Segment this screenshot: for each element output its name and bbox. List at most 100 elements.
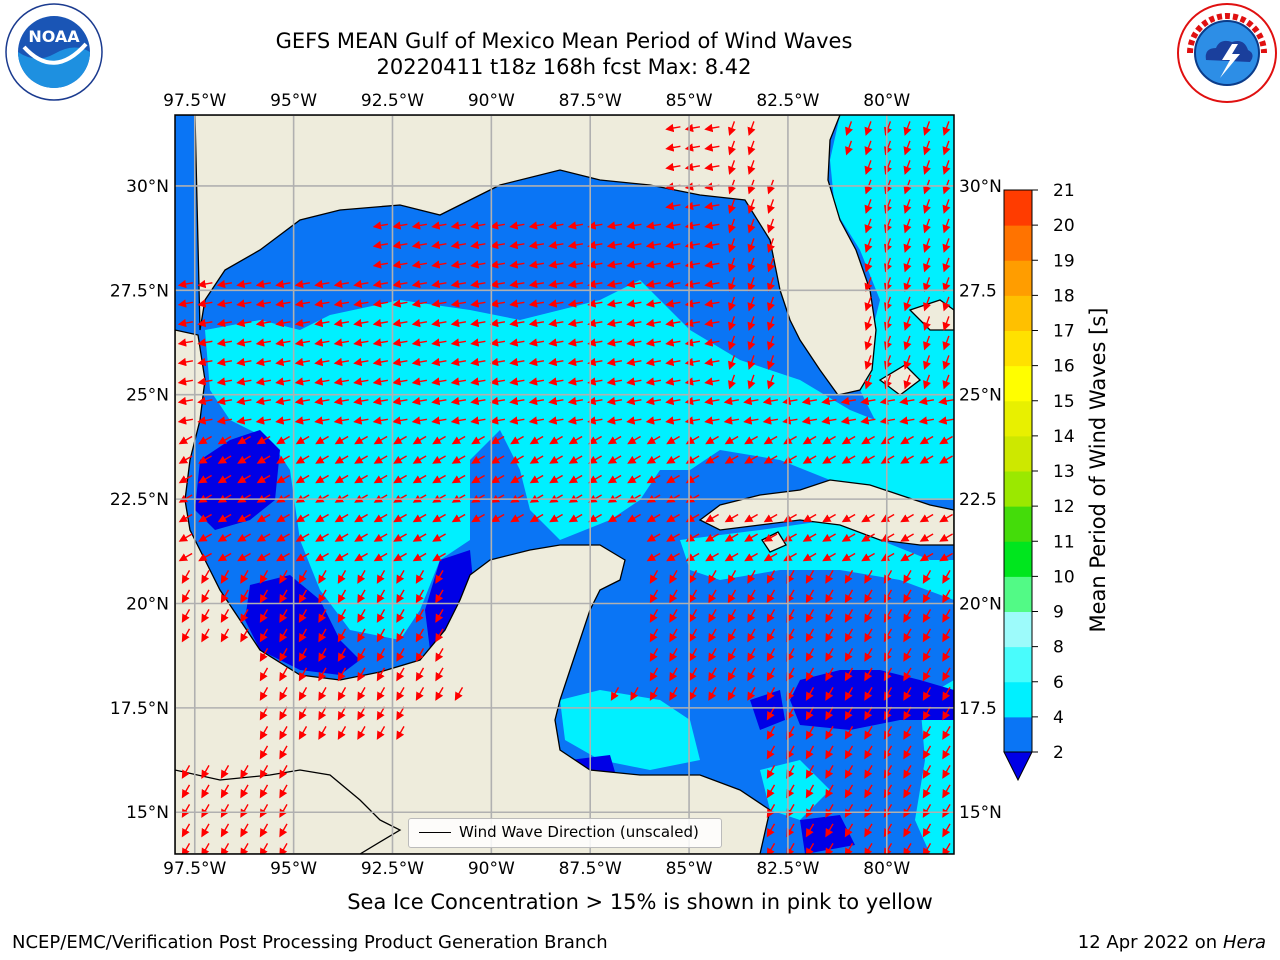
wave-arrow	[883, 628, 893, 643]
wave-arrow	[236, 416, 252, 425]
wave-arrow	[923, 238, 931, 253]
wave-arrow	[606, 416, 623, 425]
wave-arrow	[318, 628, 327, 643]
colorbar-segment	[1004, 435, 1032, 472]
wave-arrow	[450, 240, 467, 250]
wave-arrow	[626, 377, 642, 386]
wave-arrow	[864, 355, 873, 370]
wave-arrow	[942, 199, 951, 214]
wave-arrow	[294, 377, 311, 386]
wave-arrow	[333, 377, 350, 386]
wave-arrow	[903, 804, 912, 818]
wave-arrow	[864, 667, 873, 682]
lat-tick-label: 20°N	[126, 594, 169, 614]
wave-arrow	[259, 804, 269, 818]
wave-arrow	[841, 552, 856, 562]
wave-arrow	[880, 513, 895, 523]
wave-arrow	[822, 513, 836, 523]
wave-arrow	[766, 765, 776, 779]
wave-arrow	[412, 533, 427, 542]
wave-arrow	[669, 589, 678, 604]
wave-arrow	[728, 335, 736, 351]
wave-arrow	[490, 513, 505, 523]
wave-arrow	[805, 589, 815, 604]
wave-arrow	[767, 296, 775, 312]
wave-arrow	[236, 279, 252, 289]
wave-arrow	[435, 570, 444, 584]
wave-arrow	[864, 687, 873, 701]
wave-arrow	[825, 628, 834, 643]
wave-arrow	[802, 513, 817, 523]
wave-arrow	[334, 435, 349, 445]
wave-arrow	[766, 667, 776, 682]
wave-arrow	[354, 533, 368, 542]
wave-arrow	[373, 474, 388, 484]
wave-arrow	[844, 765, 854, 779]
wave-arrow	[903, 296, 912, 312]
wave-arrow	[606, 240, 623, 250]
wave-arrow	[880, 533, 895, 542]
wave-arrow	[766, 784, 776, 799]
wave-arrow	[825, 804, 834, 818]
wave-arrow	[528, 396, 545, 406]
wave-arrow	[942, 609, 951, 623]
wave-arrow	[802, 533, 817, 542]
wave-arrow	[333, 396, 350, 406]
wave-arrow	[747, 218, 756, 234]
wave-arrow	[315, 455, 329, 464]
wave-arrow	[822, 533, 836, 542]
wave-arrow	[489, 396, 506, 406]
wave-arrow	[626, 221, 642, 230]
lat-labels-right: 30°N 27.5 25°N 22.5 20°N 17.5 15°N	[959, 177, 1002, 823]
wave-arrow	[217, 552, 232, 562]
lat-tick-label: 15°N	[959, 803, 1002, 823]
wave-arrow	[393, 513, 407, 523]
wave-arrow	[883, 804, 893, 818]
wave-arrow	[217, 474, 232, 484]
wave-arrow	[825, 648, 834, 662]
wave-arrow	[942, 257, 951, 273]
wave-arrow	[353, 396, 369, 406]
wave-arrow	[942, 706, 951, 721]
colorbar-segment	[1004, 190, 1032, 226]
wave-arrow	[939, 513, 953, 523]
wave-arrow	[529, 474, 544, 484]
wave-arrow	[646, 474, 661, 484]
wave-arrow	[766, 628, 776, 643]
wave-arrow	[334, 533, 349, 542]
wave-arrow	[220, 609, 230, 623]
colorbar-segment	[1004, 681, 1032, 718]
wave-arrow	[805, 823, 815, 838]
wave-arrow	[588, 435, 602, 445]
wave-arrow	[903, 355, 912, 370]
wave-arrow	[606, 396, 623, 406]
lat-tick-label: 27.5°N	[110, 281, 169, 301]
colorbar-tick-label: 10	[1053, 567, 1075, 587]
wave-arrow	[236, 396, 252, 406]
wave-arrow	[864, 257, 873, 273]
wave-arrow	[666, 513, 680, 523]
wave-arrow	[922, 823, 932, 838]
wave-arrow	[432, 455, 446, 464]
wave-arrow	[766, 726, 776, 740]
wave-arrow	[627, 474, 641, 484]
wave-arrow	[415, 609, 425, 623]
wave-arrow	[568, 513, 583, 523]
wave-arrow	[880, 435, 895, 445]
wave-arrow	[376, 628, 386, 643]
wave-arrow	[903, 121, 912, 136]
wave-arrow	[767, 335, 775, 351]
wave-arrow	[240, 804, 249, 818]
wave-arrow	[766, 570, 776, 584]
wave-arrow	[279, 628, 288, 643]
wave-arrow	[373, 513, 388, 523]
wave-arrow	[392, 357, 408, 367]
wave-arrow	[354, 474, 368, 484]
wave-arrow	[201, 609, 210, 623]
wave-arrow	[411, 396, 428, 406]
wave-arrow	[669, 570, 678, 584]
wave-arrow	[236, 338, 252, 347]
wave-arrow	[864, 648, 873, 662]
wave-arrow	[334, 552, 349, 562]
wave-arrow	[432, 552, 446, 562]
